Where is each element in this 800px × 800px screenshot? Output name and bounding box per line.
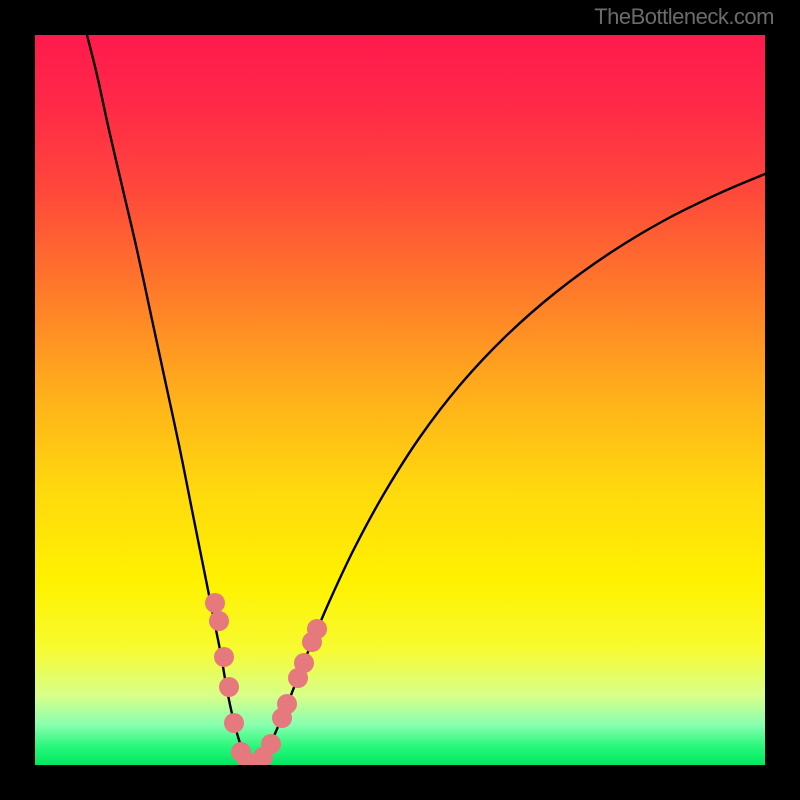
data-marker (224, 713, 244, 733)
plot-area (35, 35, 765, 765)
v-curve-path (87, 35, 765, 765)
data-marker (294, 653, 314, 673)
data-marker (219, 677, 239, 697)
data-marker (214, 647, 234, 667)
watermark-text: TheBottleneck.com (594, 4, 774, 30)
data-marker (209, 611, 229, 631)
frame: TheBottleneck.com (0, 0, 800, 800)
bottleneck-curve (35, 35, 765, 765)
data-marker (307, 619, 327, 639)
data-marker (261, 734, 281, 754)
data-marker (205, 593, 225, 613)
data-marker (277, 694, 297, 714)
